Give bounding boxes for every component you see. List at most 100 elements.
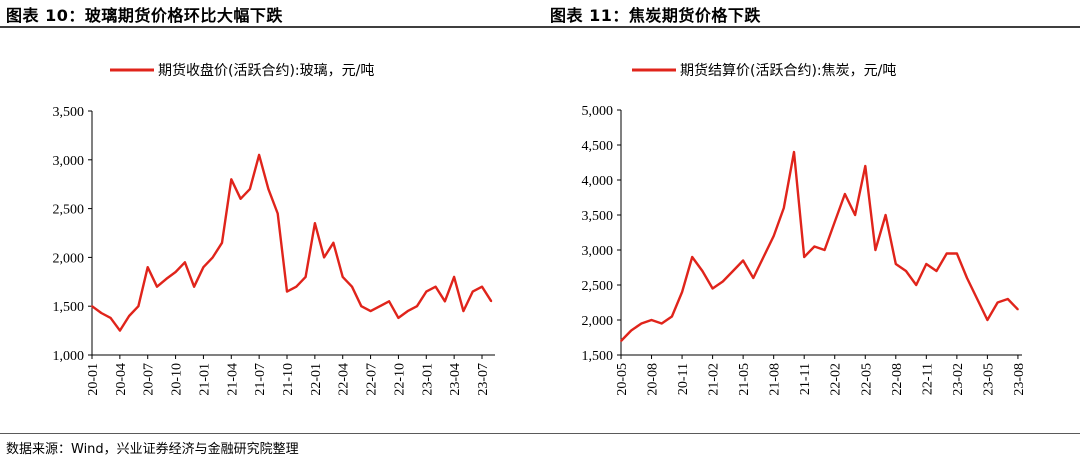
x-tick-label: 20-11 (676, 363, 691, 395)
source-note: 数据来源：Wind，兴业证券经济与金融研究院整理 (6, 442, 299, 457)
data-point (128, 315, 131, 317)
x-tick-label: 21-08 (768, 363, 783, 396)
data-point (91, 305, 93, 308)
data-point (184, 261, 186, 264)
glass-futures-chart: 期货收盘价(活跃合约):玻璃，元/吨 1,000 1,500 2,000 2,500 3,… (53, 62, 495, 396)
data-point (388, 300, 390, 303)
data-point (258, 154, 260, 156)
price-line (620, 150, 1019, 342)
data-point (732, 270, 734, 272)
x-tick-label: 20-01 (86, 363, 101, 396)
data-point (304, 276, 307, 278)
data-point (286, 290, 288, 293)
data-point (884, 214, 887, 216)
data-point (137, 305, 140, 308)
data-point (681, 291, 683, 293)
data-point (425, 290, 428, 293)
data-point (165, 278, 168, 280)
data-point (915, 284, 918, 286)
data-point (332, 241, 335, 244)
data-point (956, 252, 958, 255)
y-tick-label: 4,000 (582, 174, 614, 189)
data-point (772, 235, 775, 237)
data-point (650, 319, 653, 321)
y-tick-label: 3,000 (582, 244, 614, 259)
x-tick-label: 21-11 (798, 363, 813, 395)
y-tick-label: 2,000 (53, 251, 85, 266)
data-point (174, 271, 177, 273)
y-tick-label: 1,500 (582, 349, 614, 364)
data-point (100, 312, 103, 314)
y-tick-label: 4,500 (582, 139, 614, 154)
data-point (351, 285, 353, 288)
x-tick-label: 22-01 (309, 363, 324, 396)
data-point (701, 270, 704, 272)
x-tick-label: 22-02 (829, 363, 844, 396)
data-point (267, 188, 270, 191)
data-point (406, 310, 409, 312)
data-point (742, 259, 744, 262)
x-tick-label: 23-02 (951, 363, 966, 396)
data-point (660, 322, 663, 325)
data-point (481, 285, 483, 288)
data-point (986, 319, 989, 321)
data-point (193, 285, 196, 288)
data-point (925, 263, 928, 265)
left-chart-title: 图表 10：玻璃期货价格环比大幅下跌 (6, 6, 283, 25)
data-point (752, 277, 755, 279)
data-point (721, 280, 724, 283)
data-point (894, 263, 897, 265)
x-tick-label: 20-07 (142, 363, 157, 396)
y-tick-label: 2,500 (582, 279, 614, 294)
x-tick-label: 23-01 (420, 363, 435, 396)
data-point (935, 270, 938, 272)
x-tick-label: 22-07 (365, 363, 380, 396)
legend: 期货收盘价(活跃合约):玻璃，元/吨 (110, 62, 374, 79)
data-point (945, 252, 948, 255)
y-tick-label: 2,000 (582, 314, 614, 329)
x-tick-label: 23-05 (981, 363, 996, 396)
data-point (369, 310, 372, 312)
data-point (221, 241, 223, 244)
legend-label: 期货结算价(活跃合约):焦炭，元/吨 (680, 62, 896, 79)
data-point (711, 287, 714, 290)
data-point (379, 305, 381, 308)
x-tick-label: 23-08 (1012, 363, 1027, 396)
data-point (1006, 298, 1009, 300)
price-line (91, 153, 493, 332)
data-point (119, 329, 121, 332)
x-tick-label: 20-05 (615, 363, 630, 396)
data-point (803, 256, 806, 258)
data-point (314, 222, 316, 225)
x-tick-label: 20-10 (170, 363, 185, 396)
data-point (905, 270, 907, 272)
data-point (630, 329, 633, 332)
data-point (620, 340, 622, 342)
data-point (276, 212, 279, 215)
data-point (434, 285, 437, 288)
y-tick-label: 3,000 (53, 154, 85, 169)
header-rule (0, 26, 1080, 28)
x-tick-label: 21-05 (737, 363, 752, 396)
data-point (156, 285, 158, 288)
x-tick-label: 23-04 (448, 363, 463, 396)
data-point (397, 317, 400, 319)
data-point (471, 290, 474, 293)
x-tick-label: 23-07 (476, 363, 491, 396)
y-tick-label: 3,500 (582, 209, 614, 224)
x-tick-label: 21-01 (197, 363, 212, 396)
y-tick-label: 1,500 (53, 300, 85, 315)
legend-label: 期货收盘价(活跃合约):玻璃，元/吨 (158, 62, 374, 79)
data-point (323, 256, 325, 259)
data-point (295, 285, 298, 288)
x-tick-label: 22-10 (392, 363, 407, 396)
x-tick-label: 22-04 (337, 363, 352, 396)
x-tick-label: 22-08 (890, 363, 905, 396)
coke-futures-chart: 期货结算价(活跃合约):焦炭，元/吨 1,500 2,000 2,500 3,000 3,… (582, 62, 1027, 396)
data-point (416, 305, 418, 308)
x-tick-label: 20-08 (646, 363, 661, 396)
y-tick-label: 1,000 (53, 349, 85, 364)
data-point (490, 300, 493, 303)
y-tick-label: 3,500 (53, 105, 85, 120)
data-point (864, 165, 867, 167)
